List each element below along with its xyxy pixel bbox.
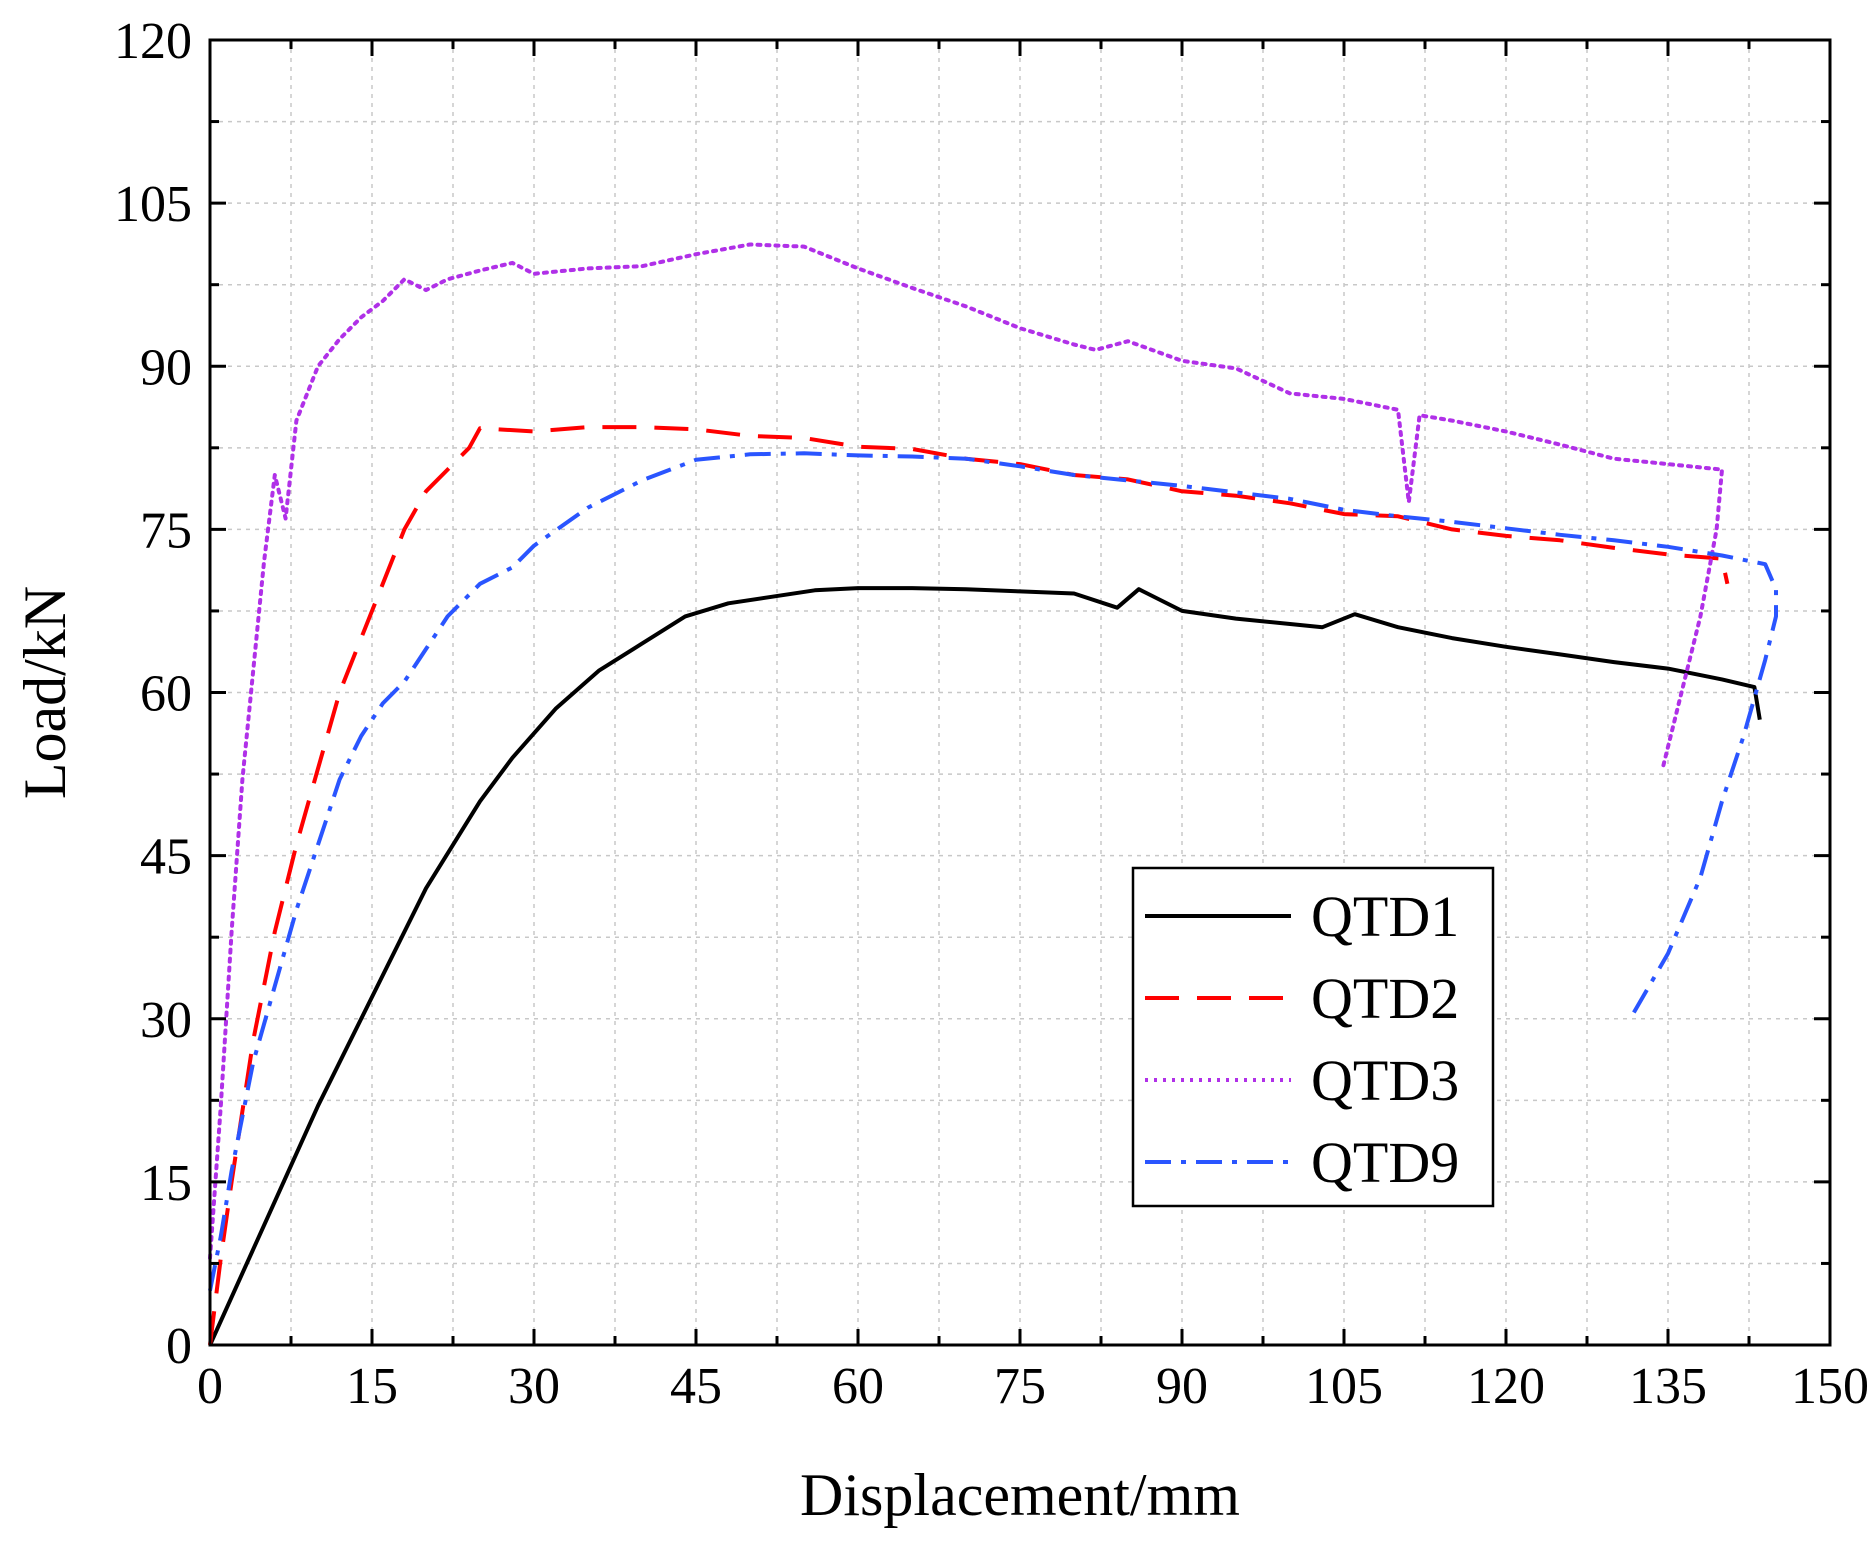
x-tick-label: 0 [197, 1358, 223, 1415]
series-line-qtd9 [208, 451, 1778, 1291]
x-tick-label: 120 [1467, 1358, 1545, 1415]
legend-label-qtd2: QTD2 [1311, 966, 1459, 1031]
series-line-qtd1 [208, 586, 1762, 1346]
legend-label-qtd9: QTD9 [1311, 1130, 1459, 1195]
legend-label-qtd1: QTD1 [1311, 884, 1459, 949]
x-tick-label: 90 [1156, 1358, 1208, 1415]
x-tick-label: 15 [346, 1358, 398, 1415]
series-line-qtd3 [208, 242, 1724, 1260]
axis-ticks: 0 15 30 45 60 75 90 105 120 135 150 0 15 30 45 60 75 90 10… [114, 13, 1869, 1415]
y-tick-label: 0 [166, 1318, 192, 1375]
y-tick-label: 105 [114, 176, 192, 233]
x-axis-title: Displacement/mm [800, 1462, 1240, 1528]
x-tick-label: 150 [1791, 1358, 1869, 1415]
legend: QTD1 QTD2 QTD3 QTD9 [1131, 866, 1495, 1208]
legend-label-qtd3: QTD3 [1311, 1048, 1459, 1113]
grid [210, 40, 1830, 1345]
legend-box [1131, 866, 1495, 1208]
x-tick-label: 105 [1305, 1358, 1383, 1415]
y-tick-label: 30 [140, 992, 192, 1049]
x-tick-label: 45 [670, 1358, 722, 1415]
y-tick-label: 75 [140, 502, 192, 559]
y-tick-label: 120 [114, 13, 192, 70]
series-lines [208, 242, 1778, 1346]
x-tick-label: 60 [832, 1358, 884, 1415]
y-tick-label: 90 [140, 339, 192, 396]
y-tick-label: 15 [140, 1155, 192, 1212]
x-tick-label: 135 [1629, 1358, 1707, 1415]
y-tick-label: 60 [140, 666, 192, 723]
x-tick-label: 30 [508, 1358, 560, 1415]
y-tick-label: 45 [140, 829, 192, 886]
y-axis-title: Load/kN [12, 586, 78, 799]
x-tick-label: 75 [994, 1358, 1046, 1415]
series-line-qtd2 [208, 425, 1730, 1346]
